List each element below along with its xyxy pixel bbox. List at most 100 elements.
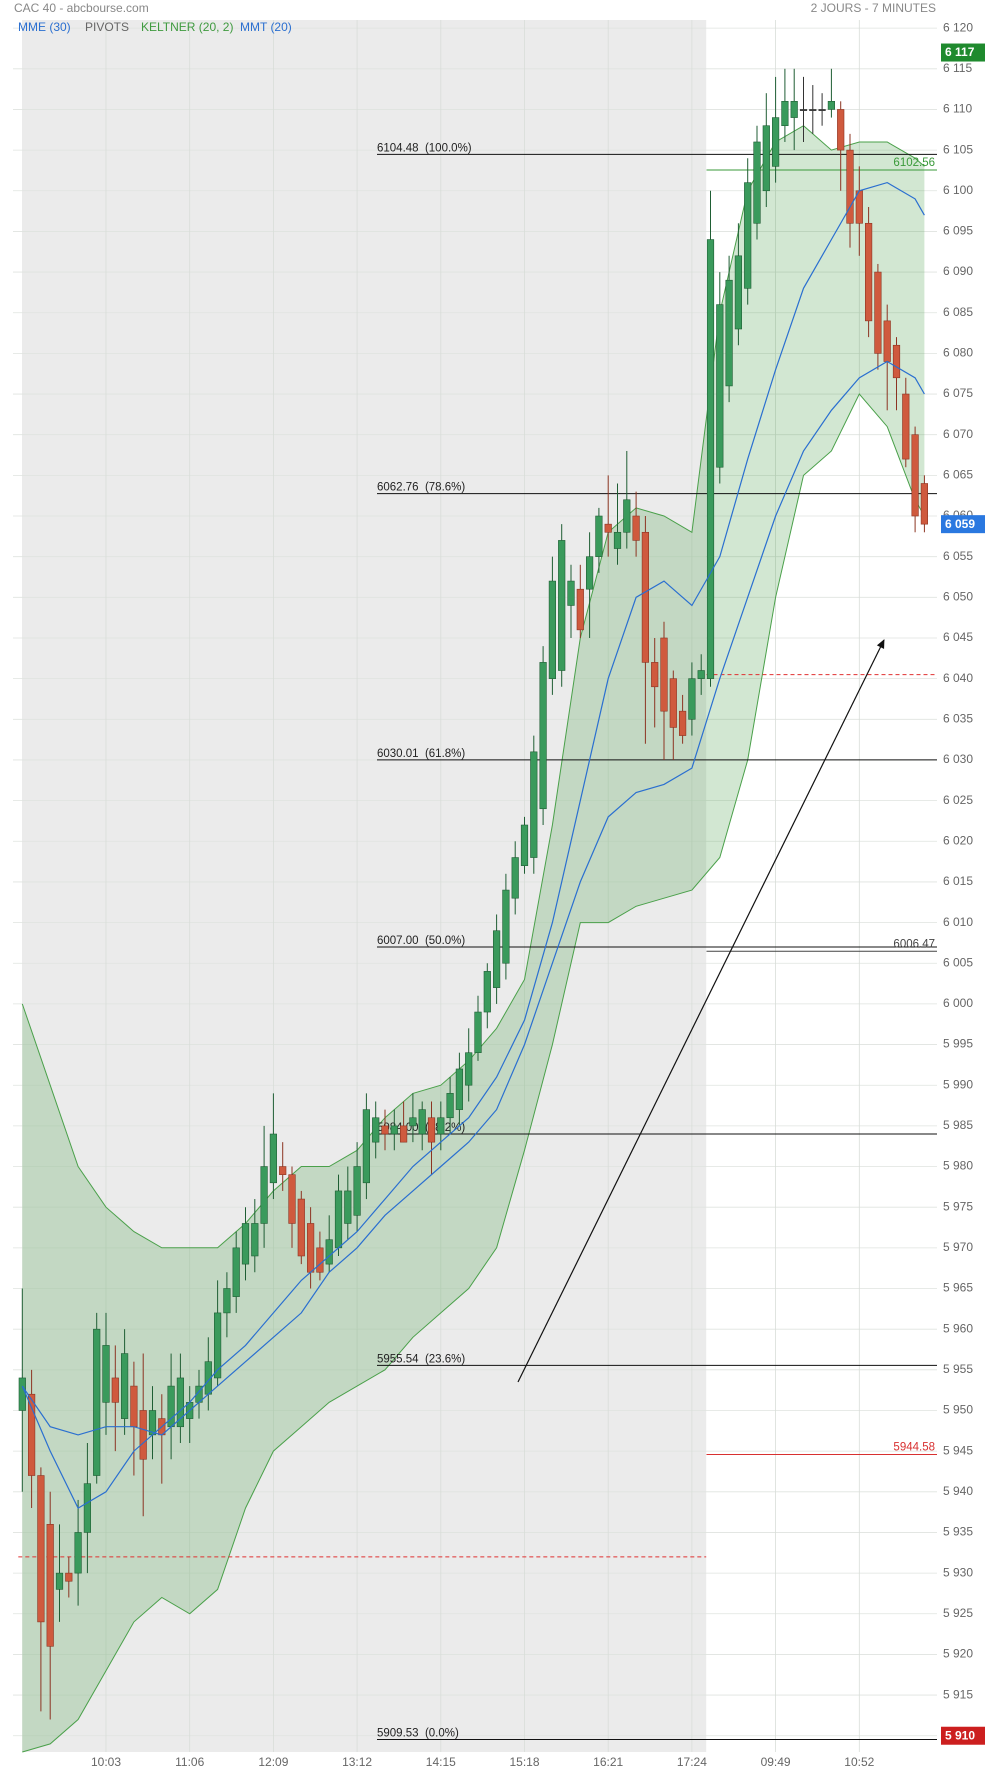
candle-body xyxy=(613,531,622,549)
candle-body xyxy=(446,1093,454,1119)
candle-body xyxy=(465,1052,473,1086)
y-tick-label: 6 050 xyxy=(943,590,973,604)
y-tick-label: 6 085 xyxy=(943,305,973,319)
y-tick-label: 5 970 xyxy=(943,1240,973,1254)
candle-body xyxy=(567,580,575,606)
x-tick-label: 14:15 xyxy=(426,1755,456,1769)
pivot-label: 6006.47 xyxy=(893,938,935,950)
y-tick-label: 6 005 xyxy=(943,955,973,969)
candle-body xyxy=(27,1393,36,1476)
x-tick-label: 10:03 xyxy=(91,1755,121,1769)
y-tick-label: 6 100 xyxy=(943,183,973,197)
y-tick-label: 6 035 xyxy=(943,711,973,725)
candle-body xyxy=(818,109,826,111)
y-tick-label: 6 000 xyxy=(943,996,973,1010)
candle-body xyxy=(595,515,603,557)
candle-body xyxy=(902,393,910,460)
candle-body xyxy=(669,678,677,728)
y-tick-label: 6 110 xyxy=(943,102,972,116)
candle-body xyxy=(706,239,715,679)
candle-body xyxy=(883,320,891,362)
price-badge-label: 6 059 xyxy=(945,517,975,531)
candle-body xyxy=(734,255,742,330)
y-tick-label: 6 040 xyxy=(943,671,973,685)
candle-body xyxy=(241,1223,250,1265)
y-tick-label: 5 955 xyxy=(943,1362,973,1376)
y-tick-label: 5 965 xyxy=(943,1281,973,1295)
y-tick-label: 6 090 xyxy=(943,264,973,278)
candle-body xyxy=(632,515,640,541)
candle-body xyxy=(744,182,752,289)
y-tick-label: 6 080 xyxy=(943,346,973,360)
candle-body xyxy=(716,304,724,468)
candle-body xyxy=(372,1117,380,1143)
x-tick-label: 17:24 xyxy=(677,1755,707,1769)
candle-body xyxy=(418,1109,426,1135)
candle-body xyxy=(316,1247,324,1273)
y-tick-label: 5 940 xyxy=(943,1484,973,1498)
price-badge-label: 6 117 xyxy=(945,45,975,59)
y-tick-label: 6 025 xyxy=(943,793,973,807)
candle-body xyxy=(176,1377,185,1428)
candle-body xyxy=(139,1410,147,1460)
candle-body xyxy=(911,434,919,517)
candle-body xyxy=(93,1328,101,1476)
candle-body xyxy=(660,637,668,712)
candle-body xyxy=(344,1190,352,1224)
session-shade xyxy=(22,20,707,1752)
candle-body xyxy=(399,1125,408,1143)
fib-label: 5955.54 (23.6%) xyxy=(377,1353,465,1365)
candle-body xyxy=(827,101,835,110)
price-badge-label: 5 910 xyxy=(945,1728,975,1742)
keltner-upper xyxy=(21,125,925,1249)
candle-body xyxy=(920,483,928,525)
fib-label: 6104.48 (100.0%) xyxy=(377,142,472,154)
candle-body xyxy=(46,1524,54,1647)
candle-body xyxy=(121,1353,129,1419)
y-tick-label: 6 065 xyxy=(943,468,973,482)
fib-label: 6062.76 (78.6%) xyxy=(377,482,465,494)
y-tick-label: 6 095 xyxy=(943,224,973,238)
period-label: 2 JOURS - 7 MINUTES xyxy=(811,1,936,15)
candle-body xyxy=(223,1288,231,1314)
y-tick-label: 5 925 xyxy=(943,1606,973,1620)
y-tick-label: 6 115 xyxy=(943,61,972,75)
candle-body xyxy=(846,149,854,224)
price-badge xyxy=(941,1726,985,1745)
candle-body xyxy=(539,662,547,810)
price-badge xyxy=(941,515,985,534)
y-tick-label: 5 960 xyxy=(943,1321,973,1335)
candle-body xyxy=(492,930,501,988)
lines-layer xyxy=(21,181,925,1509)
candle-body xyxy=(548,580,556,679)
pivot-label: 5944.58 xyxy=(893,1442,935,1454)
candle-body xyxy=(381,1125,389,1135)
x-tick-label: 13:12 xyxy=(342,1755,372,1769)
candle-body xyxy=(37,1475,45,1623)
candle-body xyxy=(18,1377,26,1411)
candle-body xyxy=(325,1239,333,1265)
chart-title: CAC 40 - abcbourse.com xyxy=(14,1,149,15)
candle-body xyxy=(483,971,491,1013)
candle-body xyxy=(892,344,901,379)
candle-body xyxy=(585,556,594,590)
candle-body xyxy=(762,125,770,192)
y-tick-label: 5 995 xyxy=(943,1037,973,1051)
candle-body xyxy=(334,1190,343,1249)
candle-body xyxy=(511,857,519,899)
candle-body xyxy=(111,1377,119,1403)
candle-body xyxy=(251,1223,259,1257)
candle-body xyxy=(623,499,631,533)
band-layer xyxy=(21,125,925,1753)
y-tick-label: 5 990 xyxy=(943,1077,973,1091)
candle-body xyxy=(437,1117,445,1135)
candle-body xyxy=(74,1532,82,1574)
candle-body xyxy=(520,824,529,866)
candle-body xyxy=(771,117,780,167)
x-tick-label: 10:52 xyxy=(844,1755,874,1769)
candle-body xyxy=(297,1198,305,1257)
candle-body xyxy=(288,1174,296,1224)
fib-label: 5909.53 (0.0%) xyxy=(377,1728,459,1740)
